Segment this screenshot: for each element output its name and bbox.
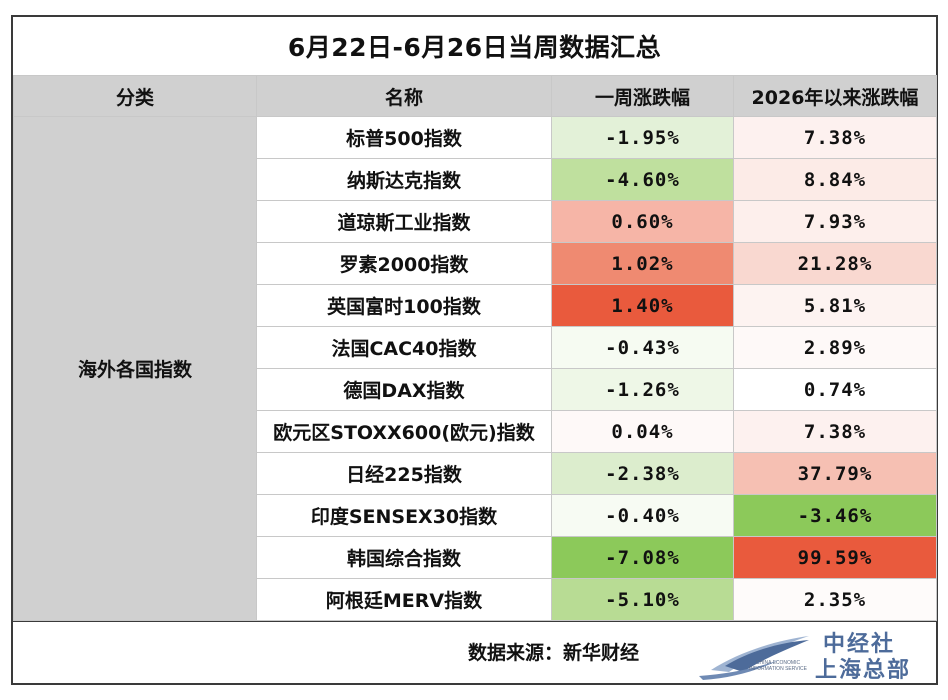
ytd-change-cell: 7.38%: [733, 410, 937, 453]
ytd-change-cell: 2.89%: [733, 326, 937, 369]
table-row: 纳斯达克指数 -4.60% 8.84%: [14, 158, 937, 201]
ytd-change-cell: 0.74%: [733, 368, 937, 411]
data-source: 数据来源：新华财经: [468, 642, 640, 664]
index-name-cell: 印度SENSEX30指数: [256, 494, 552, 537]
column-header-ytd-change: 2026年以来涨跌幅: [733, 75, 937, 117]
index-name-cell: 纳斯达克指数: [256, 158, 552, 201]
ytd-change-cell: 7.38%: [733, 116, 937, 159]
index-name-cell: 法国CAC40指数: [256, 326, 552, 369]
table-row: 罗素2000指数 1.02% 21.28%: [14, 242, 937, 285]
week-change-cell: -5.10%: [551, 578, 734, 621]
ytd-change-cell: 2.35%: [733, 578, 937, 621]
column-header-category: 分类: [13, 75, 257, 117]
logo-chinese-line2: 上海总部: [815, 658, 912, 683]
week-change-cell: 1.02%: [551, 242, 734, 285]
index-name-cell: 德国DAX指数: [256, 368, 552, 411]
week-change-cell: -0.40%: [551, 494, 734, 537]
week-change-cell: 0.60%: [551, 200, 734, 243]
index-name-cell: 标普500指数: [256, 116, 552, 159]
index-name-cell: 欧元区STOXX600(欧元)指数: [256, 410, 552, 453]
column-header-week-change: 一周涨跌幅: [551, 75, 734, 117]
ceis-logo: CHINA ECONOMIC INFORMATION SERVICE 中经社 上…: [699, 626, 929, 683]
week-change-cell: -4.60%: [551, 158, 734, 201]
week-change-cell: 1.40%: [551, 284, 734, 327]
table-row: 道琼斯工业指数 0.60% 7.93%: [14, 200, 937, 243]
ytd-change-cell: 99.59%: [733, 536, 937, 579]
table-row: 印度SENSEX30指数 -0.40% -3.46%: [14, 494, 937, 537]
index-name-cell: 道琼斯工业指数: [256, 200, 552, 243]
week-change-cell: -2.38%: [551, 452, 734, 495]
category-cell: 海外各国指数: [13, 116, 257, 621]
week-change-cell: -1.95%: [551, 116, 734, 159]
ytd-change-cell: 8.84%: [733, 158, 937, 201]
week-change-cell: 0.04%: [551, 410, 734, 453]
week-change-cell: -1.26%: [551, 368, 734, 411]
summary-frame: 6月22日-6月26日当周数据汇总 分类 名称 一周涨跌幅 2026年以来涨跌幅…: [11, 15, 938, 685]
table-row: 海外各国指数 标普500指数 -1.95% 7.38%: [13, 116, 937, 621]
index-name-cell: 日经225指数: [256, 452, 552, 495]
index-name-cell: 英国富时100指数: [256, 284, 552, 327]
index-name-cell: 罗素2000指数: [256, 242, 552, 285]
table-row: 阿根廷MERV指数 -5.10% 2.35%: [14, 578, 937, 621]
data-table: 分类 名称 一周涨跌幅 2026年以来涨跌幅 海外各国指数 标普500指数 -1.9…: [13, 75, 937, 621]
logo-english-text: CHINA ECONOMIC INFORMATION SERVICE: [749, 660, 807, 672]
table-body: 海外各国指数 标普500指数 -1.95% 7.38% 纳斯达克指数 -4.60% 8.84…: [13, 116, 937, 621]
ytd-change-cell: 5.81%: [733, 284, 937, 327]
table-row: 德国DAX指数 -1.26% 0.74%: [14, 368, 937, 411]
ytd-change-cell: 21.28%: [733, 242, 937, 285]
ytd-change-cell: 7.93%: [733, 200, 937, 243]
logo-chinese-line1: 中经社: [823, 632, 896, 657]
footer: 数据来源：新华财经 CHINA ECONOMIC INFORMATION SER…: [13, 621, 936, 684]
week-change-cell: -0.43%: [551, 326, 734, 369]
index-name-cell: 韩国综合指数: [256, 536, 552, 579]
header-row: 分类 名称 一周涨跌幅 2026年以来涨跌幅: [13, 75, 937, 117]
week-change-cell: -7.08%: [551, 536, 734, 579]
column-header-name: 名称: [256, 75, 552, 117]
table-row: 欧元区STOXX600(欧元)指数 0.04% 7.38%: [14, 410, 937, 453]
index-name-cell: 阿根廷MERV指数: [256, 578, 552, 621]
table-row: 英国富时100指数 1.40% 5.81%: [14, 284, 937, 327]
table-row: 法国CAC40指数 -0.43% 2.89%: [14, 326, 937, 369]
logo-swoosh-icon: [699, 636, 809, 680]
ytd-change-cell: -3.46%: [733, 494, 937, 537]
table-title: 6月22日-6月26日当周数据汇总: [13, 17, 936, 76]
ytd-change-cell: 37.79%: [733, 452, 937, 495]
